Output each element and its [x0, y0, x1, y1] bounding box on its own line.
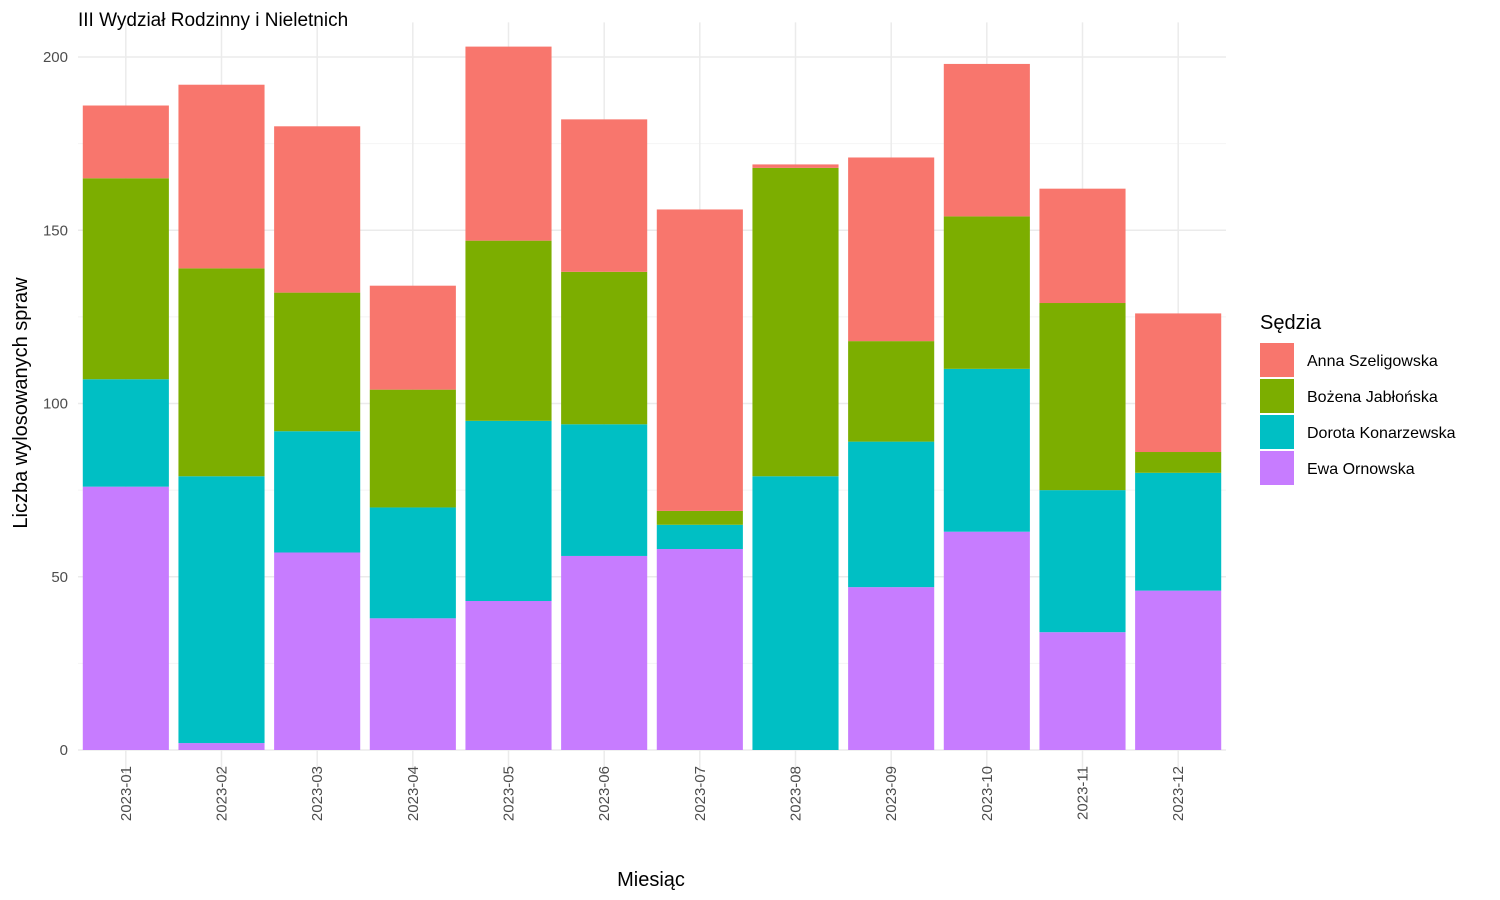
- bar-segment: [369, 285, 456, 390]
- legend-swatch: [1260, 451, 1294, 485]
- x-tick-label: 2023-05: [501, 766, 518, 821]
- bar-segment: [561, 424, 648, 556]
- x-tick-label: 2023-03: [309, 766, 326, 821]
- bar-segment: [656, 549, 743, 750]
- bar-segment: [943, 63, 1030, 217]
- legend-label: Bożena Jabłońska: [1307, 389, 1438, 406]
- bar-segment: [274, 126, 361, 293]
- x-tick-label: 2023-12: [1170, 766, 1187, 821]
- bar-segment: [752, 167, 839, 477]
- y-axis-title: Liczba wylosowanych spraw: [10, 277, 32, 529]
- bar-segment: [1039, 303, 1126, 491]
- bar-segment: [1135, 472, 1222, 591]
- bar-segment: [561, 271, 648, 425]
- bar-segment: [848, 341, 935, 442]
- legend-label: Anna Szeligowska: [1307, 353, 1438, 370]
- bar-segment: [369, 507, 456, 619]
- bar-segment: [1135, 313, 1222, 453]
- chart-subtitle: III Wydział Rodzinny i Nieletnich: [78, 10, 348, 31]
- bar-segment: [465, 420, 552, 602]
- x-tick-label: 2023-01: [118, 766, 135, 821]
- bar-segment: [274, 292, 361, 432]
- bar-segment: [82, 105, 169, 179]
- legend-label: Ewa Ornowska: [1307, 461, 1415, 478]
- x-tick-label: 2023-10: [979, 766, 996, 821]
- bar-segment: [561, 555, 648, 750]
- x-tick-label: 2023-08: [788, 766, 805, 821]
- bar-segment: [1135, 452, 1222, 473]
- bar-segment: [369, 618, 456, 750]
- bar-segment: [178, 476, 265, 744]
- x-tick-label: 2023-06: [596, 766, 613, 821]
- x-axis-title: Miesiąc: [617, 869, 685, 891]
- bar-segment: [752, 476, 839, 750]
- bar-segment: [561, 119, 648, 272]
- bar-segment: [656, 209, 743, 511]
- axes-layer: 0 50 100 150 200 2023-01 2023-02 2023-03 2023-04…: [43, 49, 1187, 821]
- bar-segment: [82, 178, 169, 380]
- y-tick-label: 150: [43, 222, 68, 239]
- bars-layer: [82, 46, 1222, 750]
- bar-segment: [943, 368, 1030, 532]
- x-tick-label: 2023-09: [883, 766, 900, 821]
- bar-segment: [1039, 490, 1126, 633]
- bar-segment: [943, 531, 1030, 750]
- bar-segment: [82, 486, 169, 750]
- y-tick-label: 50: [51, 569, 68, 586]
- bar-segment: [1135, 590, 1222, 750]
- legend-swatch: [1260, 415, 1294, 449]
- bar-segment: [369, 389, 456, 508]
- bar-segment: [82, 379, 169, 487]
- bar-segment: [848, 587, 935, 750]
- legend-swatch: [1260, 343, 1294, 377]
- legend: Sędzia Anna Szeligowska Bożena Jabłońska D…: [1260, 312, 1456, 485]
- legend-title: Sędzia: [1260, 312, 1322, 334]
- bar-segment: [848, 157, 935, 342]
- x-tick-label: 2023-02: [214, 766, 231, 821]
- x-tick-label: 2023-07: [692, 766, 709, 821]
- y-tick-label: 100: [43, 396, 68, 413]
- x-tick-label: 2023-11: [1075, 766, 1092, 820]
- legend-label: Dorota Konarzewska: [1307, 425, 1456, 442]
- y-tick-label: 200: [43, 49, 68, 66]
- bar-segment: [178, 743, 265, 750]
- bar-segment: [178, 84, 265, 269]
- legend-swatch: [1260, 379, 1294, 413]
- bar-segment: [178, 268, 265, 477]
- bar-segment: [752, 164, 839, 168]
- bar-segment: [465, 240, 552, 421]
- bar-segment: [465, 601, 552, 750]
- bar-segment: [943, 216, 1030, 369]
- bar-segment: [465, 46, 552, 241]
- x-tick-label: 2023-04: [405, 766, 422, 821]
- bar-segment: [656, 524, 743, 550]
- bar-segment: [656, 510, 743, 525]
- bar-segment: [274, 552, 361, 750]
- bar-segment: [1039, 188, 1126, 304]
- bar-segment: [274, 431, 361, 553]
- bar-segment: [1039, 632, 1126, 750]
- y-tick-label: 0: [60, 742, 68, 759]
- bar-segment: [848, 441, 935, 588]
